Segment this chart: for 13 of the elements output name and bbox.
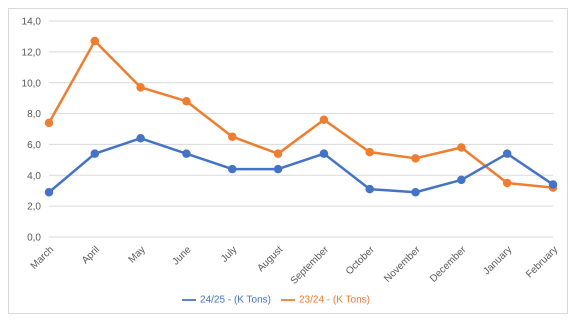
y-tick-label: 4,0: [27, 170, 42, 182]
x-tick-label: June: [170, 244, 194, 268]
y-tick-label: 14,0: [22, 16, 42, 28]
y-tick-label: 10,0: [22, 78, 42, 90]
y-tick-label: 2,0: [27, 202, 42, 213]
y-tick-label: 6,0: [27, 140, 42, 151]
y-tick-label: 12,0: [22, 47, 42, 58]
x-tick-label: May: [126, 244, 148, 266]
y-tick-label: 8,0: [27, 109, 42, 120]
legend-label: 24/25 - (K Tons): [200, 294, 271, 306]
x-tick-label: July: [219, 244, 240, 265]
legend-label: 23/24 - (K Tons): [299, 294, 370, 306]
y-tick-label: 0,0: [27, 232, 42, 244]
